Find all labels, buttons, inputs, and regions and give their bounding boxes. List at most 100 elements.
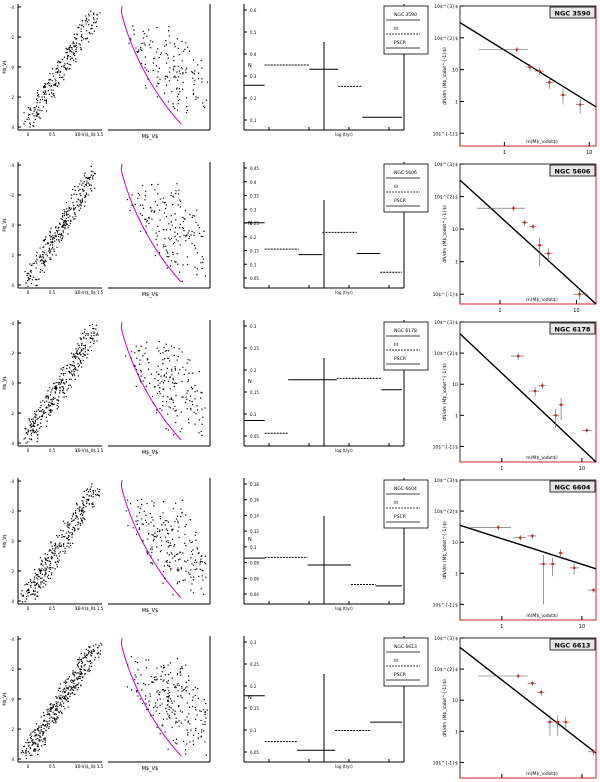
ms-star-point [137, 373, 139, 375]
cmd-star-point [82, 677, 84, 679]
cmd-star-point [48, 570, 50, 573]
ms-star-point [176, 38, 178, 40]
ms-star-point [146, 502, 148, 505]
ms-star-point [195, 98, 197, 100]
cmd-star-point [64, 536, 66, 538]
ms-star-point [179, 558, 181, 560]
ms-star-point [204, 107, 206, 109]
cmd-star-point [92, 493, 94, 495]
mf-title: NGC 3590 [555, 10, 591, 18]
cmd-star-point [92, 175, 94, 177]
ms-star-point [174, 261, 176, 263]
cmd-star-point [86, 17, 88, 19]
cmd-star-point [87, 353, 89, 355]
cmd-star-point [77, 659, 79, 661]
ms-star-point [162, 512, 164, 514]
cmd-star-point [55, 705, 57, 707]
cmd-star-point [59, 386, 61, 388]
ms-star-point [162, 405, 164, 407]
cmd-star-point [38, 106, 40, 108]
ms-star-point [203, 230, 205, 232]
cmd-star-point [36, 591, 39, 593]
cmd-star-point [71, 679, 73, 681]
cmd-star-point [62, 550, 64, 552]
cmd-star-point [64, 552, 66, 554]
ms-star-point [196, 561, 198, 564]
cmd-star-point [53, 722, 55, 724]
cmd-star-point [30, 439, 32, 441]
ms-star-point [179, 206, 182, 208]
cmd-star-point [88, 503, 90, 505]
ms-star-point [173, 545, 175, 547]
ms-star-point [155, 536, 157, 538]
ms-star-point [134, 365, 136, 367]
cmd-x-tick-label: 1.5 [97, 132, 104, 137]
ms-star-point [162, 725, 164, 727]
ms-star-point [177, 193, 180, 195]
cmd-star-point [79, 199, 81, 201]
cmd-star-point [27, 429, 29, 431]
ms-star-point [133, 33, 135, 35]
mf-x-label: m(M$_\odot$) [526, 297, 558, 303]
cmd-star-point [27, 751, 29, 753]
ms-star-point [179, 431, 181, 433]
ms-star-point [170, 569, 172, 571]
cmd-star-point [50, 574, 52, 576]
ms-star-point [166, 84, 168, 86]
ms-star-point [200, 736, 202, 738]
cmd-star-point [55, 71, 57, 73]
ms-star-point [169, 542, 171, 544]
ms-star-point [186, 112, 188, 114]
cmd-star-point [65, 378, 67, 381]
ms-star-point [180, 568, 182, 570]
cmd-star-point [76, 351, 78, 353]
cmd-star-point [58, 83, 60, 85]
ms-star-point [160, 544, 162, 547]
cmd-star-point [71, 692, 73, 695]
cmd-star-point [66, 389, 68, 391]
hist-legend-label: lit [394, 184, 399, 190]
cmd-star-point [30, 269, 32, 271]
cmd-star-point [32, 424, 34, 426]
cmd-star-point [63, 209, 65, 211]
cmd-star-point [57, 547, 59, 549]
cmd-star-point [28, 114, 30, 116]
ms-star-point [162, 197, 164, 199]
cmd-star-point [82, 522, 84, 524]
ms-star-point [170, 192, 172, 194]
ms-star-point [200, 235, 202, 237]
cmd-star-point [64, 228, 66, 230]
ms-star-point [178, 720, 180, 722]
cmd-star-point [74, 369, 76, 371]
cmd-star-point [81, 514, 84, 516]
cmd-star-point [81, 673, 83, 675]
ms-star-point [168, 80, 170, 82]
ms-star-point [174, 713, 176, 715]
cmd-y-tick-label: 0 [11, 381, 14, 386]
cmd-star-point [87, 349, 89, 351]
cmd-star-point [74, 54, 76, 57]
ms-star-point [185, 71, 187, 74]
ms-star-point [163, 346, 165, 348]
cmd-star-point [55, 226, 57, 228]
ms-star-point [164, 92, 166, 94]
cmd-y-tick-label: 2 [11, 411, 14, 416]
ms-star-point [172, 739, 175, 742]
ms-star-point [187, 559, 189, 561]
cmd-star-point [77, 348, 79, 350]
ms-star-point [159, 712, 161, 715]
cmd-star-point [48, 567, 50, 569]
cmd-star-point [62, 378, 64, 380]
cmd-star-point [69, 67, 71, 70]
ms-star-point [154, 705, 156, 707]
cmd-star-point [81, 188, 84, 190]
ms-star-point [194, 266, 196, 268]
cmd-star-point [78, 358, 81, 360]
cmd-star-point [45, 260, 47, 262]
cmd-star-point [49, 564, 51, 566]
cmd-star-point [30, 580, 32, 582]
ms-star-point [182, 227, 184, 229]
cmd-star-point [39, 585, 41, 587]
